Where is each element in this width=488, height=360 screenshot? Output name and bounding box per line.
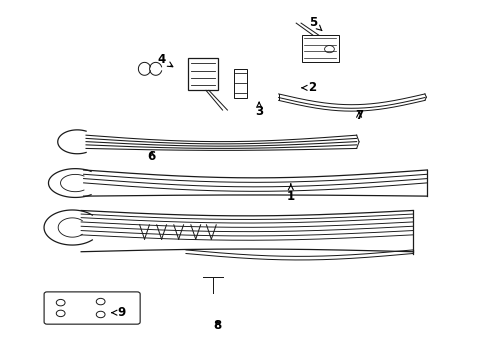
Text: 5: 5 [308,16,321,31]
Text: 8: 8 [213,319,222,332]
Bar [188,58,217,90]
Text: 2: 2 [301,81,315,94]
Bar [233,69,247,98]
Text: 7: 7 [354,109,363,122]
Text: 1: 1 [286,184,294,203]
Text: 3: 3 [255,102,263,118]
Text: 4: 4 [157,53,172,67]
Bar [302,35,338,62]
Text: 9: 9 [111,306,125,319]
Text: 6: 6 [147,150,156,163]
